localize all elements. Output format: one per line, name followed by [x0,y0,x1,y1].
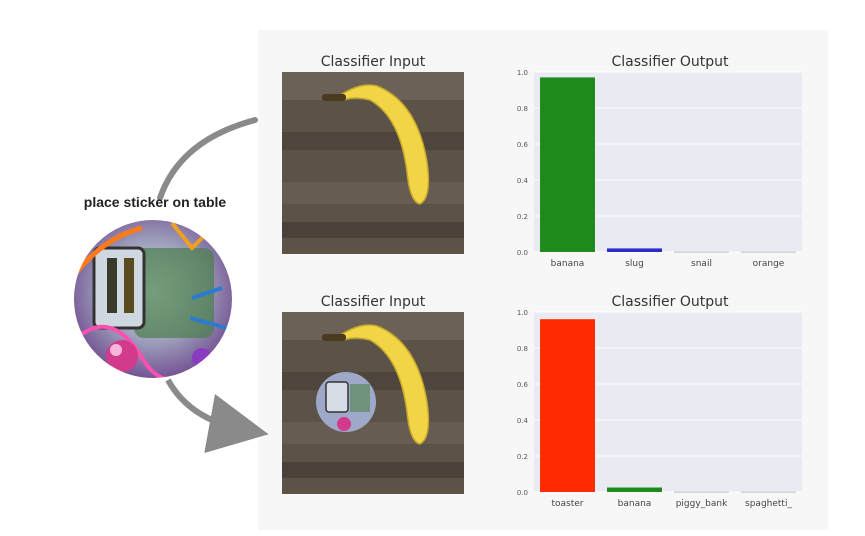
input-title-1: Classifier Input [320,54,426,70]
classifier-output-chart-1: 0.0 0.2 0.4 0.6 0.8 1.0 banana slug snail orange [517,69,802,269]
bar-banana [607,487,662,492]
arrow-to-top-panel [157,117,258,201]
y-tick-label: 0.6 [517,141,529,149]
y-tick-label: 1.0 [517,69,528,77]
y-tick-label: 0.4 [517,417,529,425]
y-tick-label: 0.0 [517,249,528,257]
output-title-1: Classifier Output [611,54,729,70]
classifier-input-image-1 [282,72,464,254]
x-tick-label: slug [625,259,644,269]
output-title-2: Classifier Output [611,294,729,310]
placed-sticker [316,372,376,432]
y-tick-label: 0.2 [517,213,528,221]
x-tick-label: orange [753,259,785,269]
bar-snail [674,251,729,253]
y-tick-label: 0.2 [517,453,528,461]
y-tick-label: 0.0 [517,489,528,497]
x-tick-label: piggy_bank [676,499,728,509]
y-tick-label: 0.4 [517,177,529,185]
y-tick-label: 0.6 [517,381,529,389]
input-title-2: Classifier Input [320,294,426,310]
bar-orange [741,251,796,253]
adversarial-sticker-image [72,218,234,380]
sticker-instruction-label: place sticker on table [83,194,227,210]
y-tick-label: 1.0 [517,309,528,317]
x-tick-label: snail [691,259,712,269]
classifier-input-image-2 [282,312,464,494]
bar-toaster [540,319,595,492]
x-tick-label: spaghetti_ [745,499,792,509]
bar-slug [607,248,662,252]
x-tick-label: banana [618,499,652,509]
y-tick-label: 0.8 [517,105,528,113]
bar-spaghetti_ [741,491,796,493]
classifier-output-chart-2: 0.0 0.2 0.4 0.6 0.8 1.0 toaster banana piggy_ban… [517,309,802,509]
bar-banana [540,77,595,253]
x-tick-label: banana [551,259,585,269]
arrow-to-bottom-panel [165,378,269,454]
bar-piggy_bank [674,491,729,493]
x-tick-label: toaster [551,499,583,509]
y-tick-label: 0.8 [517,345,528,353]
